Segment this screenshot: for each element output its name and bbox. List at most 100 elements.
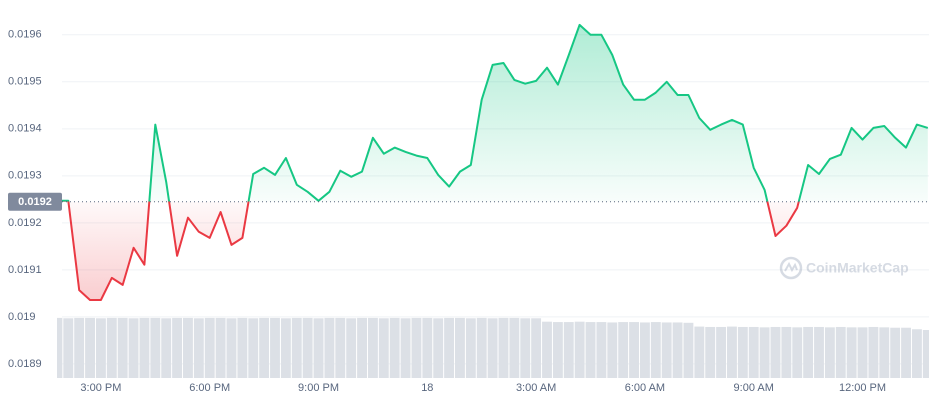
volume-bar — [455, 317, 465, 378]
volume-bar — [716, 326, 727, 378]
x-tick-label: 6:00 PM — [189, 382, 230, 394]
watermark-text: CoinMarketCap — [806, 260, 909, 276]
volume-bar — [727, 326, 737, 378]
volume-bar — [498, 317, 509, 378]
volume-bar — [367, 317, 378, 378]
volume-bar — [248, 318, 259, 378]
volume-bar — [509, 317, 520, 378]
volume-bar — [781, 326, 792, 378]
volume-bar — [901, 327, 911, 378]
volume-bar — [814, 326, 824, 378]
reference-label: 0.0192 — [18, 196, 52, 208]
volume-bar — [400, 318, 411, 378]
volume-bar — [596, 322, 607, 378]
line-layer — [57, 23, 929, 301]
volume-bar — [683, 322, 694, 378]
volume-bar — [335, 317, 346, 378]
volume-bar — [389, 317, 400, 378]
volume-bar — [542, 321, 552, 378]
volume-bar — [226, 318, 237, 378]
volume-bar — [346, 318, 357, 378]
volume-bar — [770, 326, 781, 378]
volume-bar — [139, 317, 150, 378]
volume-bar — [313, 318, 324, 378]
volume-bar — [585, 322, 596, 378]
volume-bar — [465, 318, 476, 378]
volume-bar — [259, 317, 270, 378]
volume-bar — [531, 318, 542, 378]
y-tick-label: 0.0195 — [8, 76, 42, 88]
area — [57, 24, 928, 301]
volume-bar — [150, 317, 161, 378]
volume-bar — [302, 317, 313, 378]
volume-bar — [237, 317, 248, 378]
volume-bar — [128, 318, 139, 378]
volume-bar — [117, 317, 128, 378]
x-tick-label: 12:00 PM — [839, 382, 886, 394]
volume-bar — [868, 326, 879, 378]
volume-bar — [215, 317, 226, 378]
volume-bar — [204, 317, 215, 378]
y-tick-label: 0.0189 — [8, 358, 42, 370]
volume-bar — [846, 327, 857, 378]
x-tick-label: 3:00 PM — [80, 382, 121, 394]
volume-bar — [650, 322, 661, 378]
volume-bar — [487, 318, 498, 378]
watermark: CoinMarketCap — [779, 256, 909, 280]
volume-bar — [890, 327, 901, 378]
x-tick-label: 9:00 AM — [734, 382, 774, 394]
volume-bar — [803, 326, 814, 378]
volume-bar — [705, 326, 716, 378]
watermark-logo — [779, 256, 803, 280]
volume-bar — [95, 318, 106, 378]
volume-bar — [291, 317, 302, 378]
labels-layer: 0.0189 0.019 0.0191 0.0192 0.0193 0.0194 0.019… — [8, 29, 929, 394]
x-tick-label: 3:00 AM — [516, 382, 556, 394]
volume-bar — [694, 326, 705, 378]
y-tick-label: 0.0192 — [8, 217, 42, 229]
volume-bar — [161, 318, 172, 378]
volume-bar — [792, 327, 803, 378]
volume-bar — [193, 318, 204, 378]
volume-bar — [85, 317, 95, 378]
volume-bar — [57, 317, 63, 378]
volume-bar — [378, 318, 389, 378]
volume-bar — [922, 329, 929, 378]
volume-bar — [857, 327, 868, 378]
y-tick-label: 0.0196 — [8, 29, 42, 41]
y-tick-label: 0.0194 — [8, 123, 42, 135]
volume-bar — [270, 317, 280, 378]
volume-bar — [639, 322, 650, 378]
volume-bar — [280, 318, 291, 378]
volume-bar — [444, 317, 455, 378]
volume-bar — [824, 327, 835, 378]
volume-bar — [324, 317, 335, 378]
volume-bar — [629, 322, 639, 378]
volume-bar — [911, 329, 922, 378]
y-tick-label: 0.0191 — [8, 264, 42, 276]
volume-bar — [172, 317, 183, 378]
x-tick-label: 18 — [421, 382, 433, 394]
watermark-logo-mark — [784, 261, 798, 273]
volume-bar — [476, 317, 487, 378]
volume-bar — [433, 318, 444, 378]
volume-bar — [574, 321, 585, 378]
reference-label-box — [8, 192, 62, 211]
volume-bar — [759, 327, 770, 378]
volume-bar — [748, 326, 759, 378]
y-tick-label: 0.019 — [8, 311, 36, 323]
volume-bar — [357, 317, 367, 378]
volume-bar — [607, 322, 618, 378]
volume-bar — [552, 322, 563, 378]
x-tick-label: 9:00 PM — [298, 382, 339, 394]
volume-bar — [106, 317, 117, 378]
volume-bar — [618, 322, 629, 378]
volume-bar — [63, 318, 74, 378]
y-tick-label: 0.0193 — [8, 170, 42, 182]
volume-bar — [563, 322, 574, 378]
volume-layer — [57, 317, 929, 378]
volume-bar — [411, 317, 422, 378]
volume-bar — [835, 326, 846, 378]
